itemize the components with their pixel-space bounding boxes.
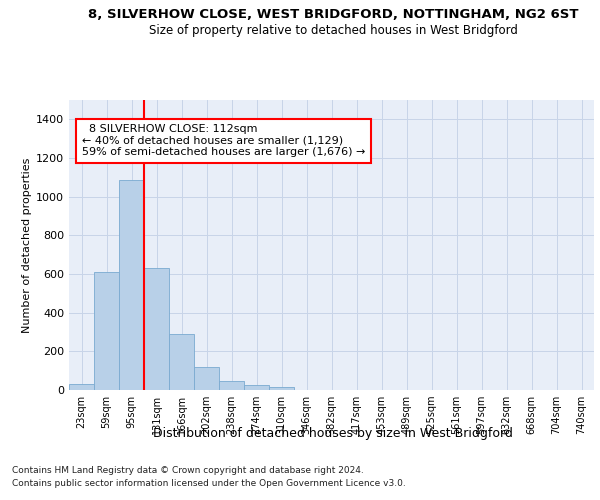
Bar xyxy=(69,384,94,390)
Bar xyxy=(244,385,269,390)
Bar xyxy=(194,367,219,390)
Text: Distribution of detached houses by size in West Bridgford: Distribution of detached houses by size … xyxy=(153,428,513,440)
Bar xyxy=(119,180,144,390)
Text: 8 SILVERHOW CLOSE: 112sqm
← 40% of detached houses are smaller (1,129)
59% of se: 8 SILVERHOW CLOSE: 112sqm ← 40% of detac… xyxy=(82,124,365,158)
Text: 8, SILVERHOW CLOSE, WEST BRIDGFORD, NOTTINGHAM, NG2 6ST: 8, SILVERHOW CLOSE, WEST BRIDGFORD, NOTT… xyxy=(88,8,578,20)
Bar xyxy=(169,334,194,390)
Text: Size of property relative to detached houses in West Bridgford: Size of property relative to detached ho… xyxy=(149,24,517,37)
Y-axis label: Number of detached properties: Number of detached properties xyxy=(22,158,32,332)
Text: Contains public sector information licensed under the Open Government Licence v3: Contains public sector information licen… xyxy=(12,479,406,488)
Bar xyxy=(144,268,169,390)
Bar xyxy=(219,382,244,390)
Bar xyxy=(269,387,294,390)
Text: Contains HM Land Registry data © Crown copyright and database right 2024.: Contains HM Land Registry data © Crown c… xyxy=(12,466,364,475)
Bar xyxy=(94,272,119,390)
